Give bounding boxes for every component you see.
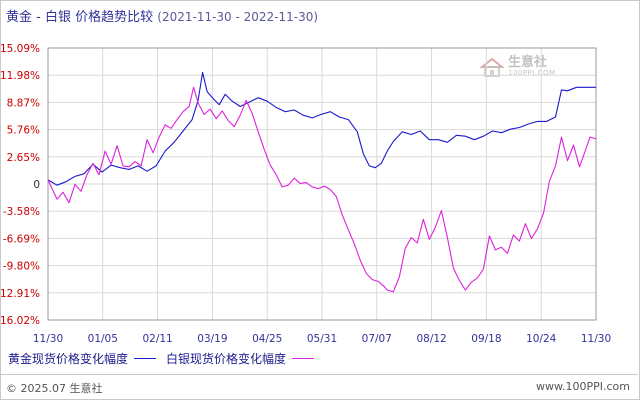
x-tick-label: 09/18 — [471, 333, 501, 345]
plot-area — [47, 47, 597, 321]
x-tick-label: 05/31 — [307, 333, 337, 345]
y-tick-label: 2.65% — [7, 152, 40, 164]
y-tick-label: 5.76% — [7, 125, 40, 137]
footer: © 2025.07 生意社 www.100PPI.com — [0, 374, 638, 399]
y-tick-label: 0 — [33, 179, 40, 191]
y-tick-label: 8.87% — [7, 97, 40, 109]
x-tick-label: 01/05 — [88, 333, 118, 345]
y-tick-label: -9.80% — [3, 261, 40, 273]
title-commodities: 黄金 - 白银 — [6, 10, 71, 25]
title-subject: 价格趋势比较 — [75, 10, 154, 25]
x-tick-label: 03/19 — [197, 333, 227, 345]
legend: 黄金现货价格变化幅度 白银现货价格变化幅度 — [8, 350, 324, 367]
line-chart: 15.09% 11.98% 8.87% 5.76% 2.65% 0 -3.58% -6.69%… — [0, 43, 611, 345]
footer-site: www.100PPI.com — [536, 380, 630, 393]
y-tick-label: -16.02% — [0, 315, 40, 327]
y-tick-label: 15.09% — [0, 43, 40, 55]
legend-swatch-gold — [134, 358, 157, 359]
y-tick-label: -6.69% — [3, 233, 40, 245]
silver-series-line — [47, 86, 597, 293]
chart-title: 黄金 - 白银 价格趋势比较 (2021-11-30 - 2022-11-30) — [6, 6, 318, 25]
axes: 15.09% 11.98% 8.87% 5.76% 2.65% 0 -3.58% -6.69%… — [0, 43, 611, 345]
series-lines — [47, 71, 597, 293]
y-tick-label: -12.91% — [0, 288, 40, 300]
gold-series-line — [47, 71, 596, 186]
x-tick-label: 11/30 — [33, 333, 63, 345]
watermark-url: 100PPI.COM — [508, 69, 556, 77]
y-tick-label: 11.98% — [0, 70, 40, 82]
grid — [47, 47, 597, 321]
x-tick-label: 07/07 — [362, 333, 392, 345]
x-tick-label: 10/24 — [526, 333, 557, 345]
footer-copyright: © 2025.07 生意社 — [6, 382, 103, 395]
watermark-name: 生意社 — [508, 55, 548, 70]
x-tick-label: 08/12 — [416, 333, 446, 345]
x-tick-label: 11/30 — [581, 333, 611, 345]
x-tick-label: 04/25 — [252, 333, 282, 345]
legend-swatch-silver — [292, 358, 315, 359]
title-date-range: (2021-11-30 - 2022-11-30) — [157, 10, 319, 24]
legend-label-gold: 黄金现货价格变化幅度 — [8, 352, 129, 366]
x-tick-label: 02/11 — [142, 333, 172, 345]
y-tick-label: -3.58% — [3, 206, 40, 218]
legend-label-silver: 白银现货价格变化幅度 — [166, 352, 287, 366]
